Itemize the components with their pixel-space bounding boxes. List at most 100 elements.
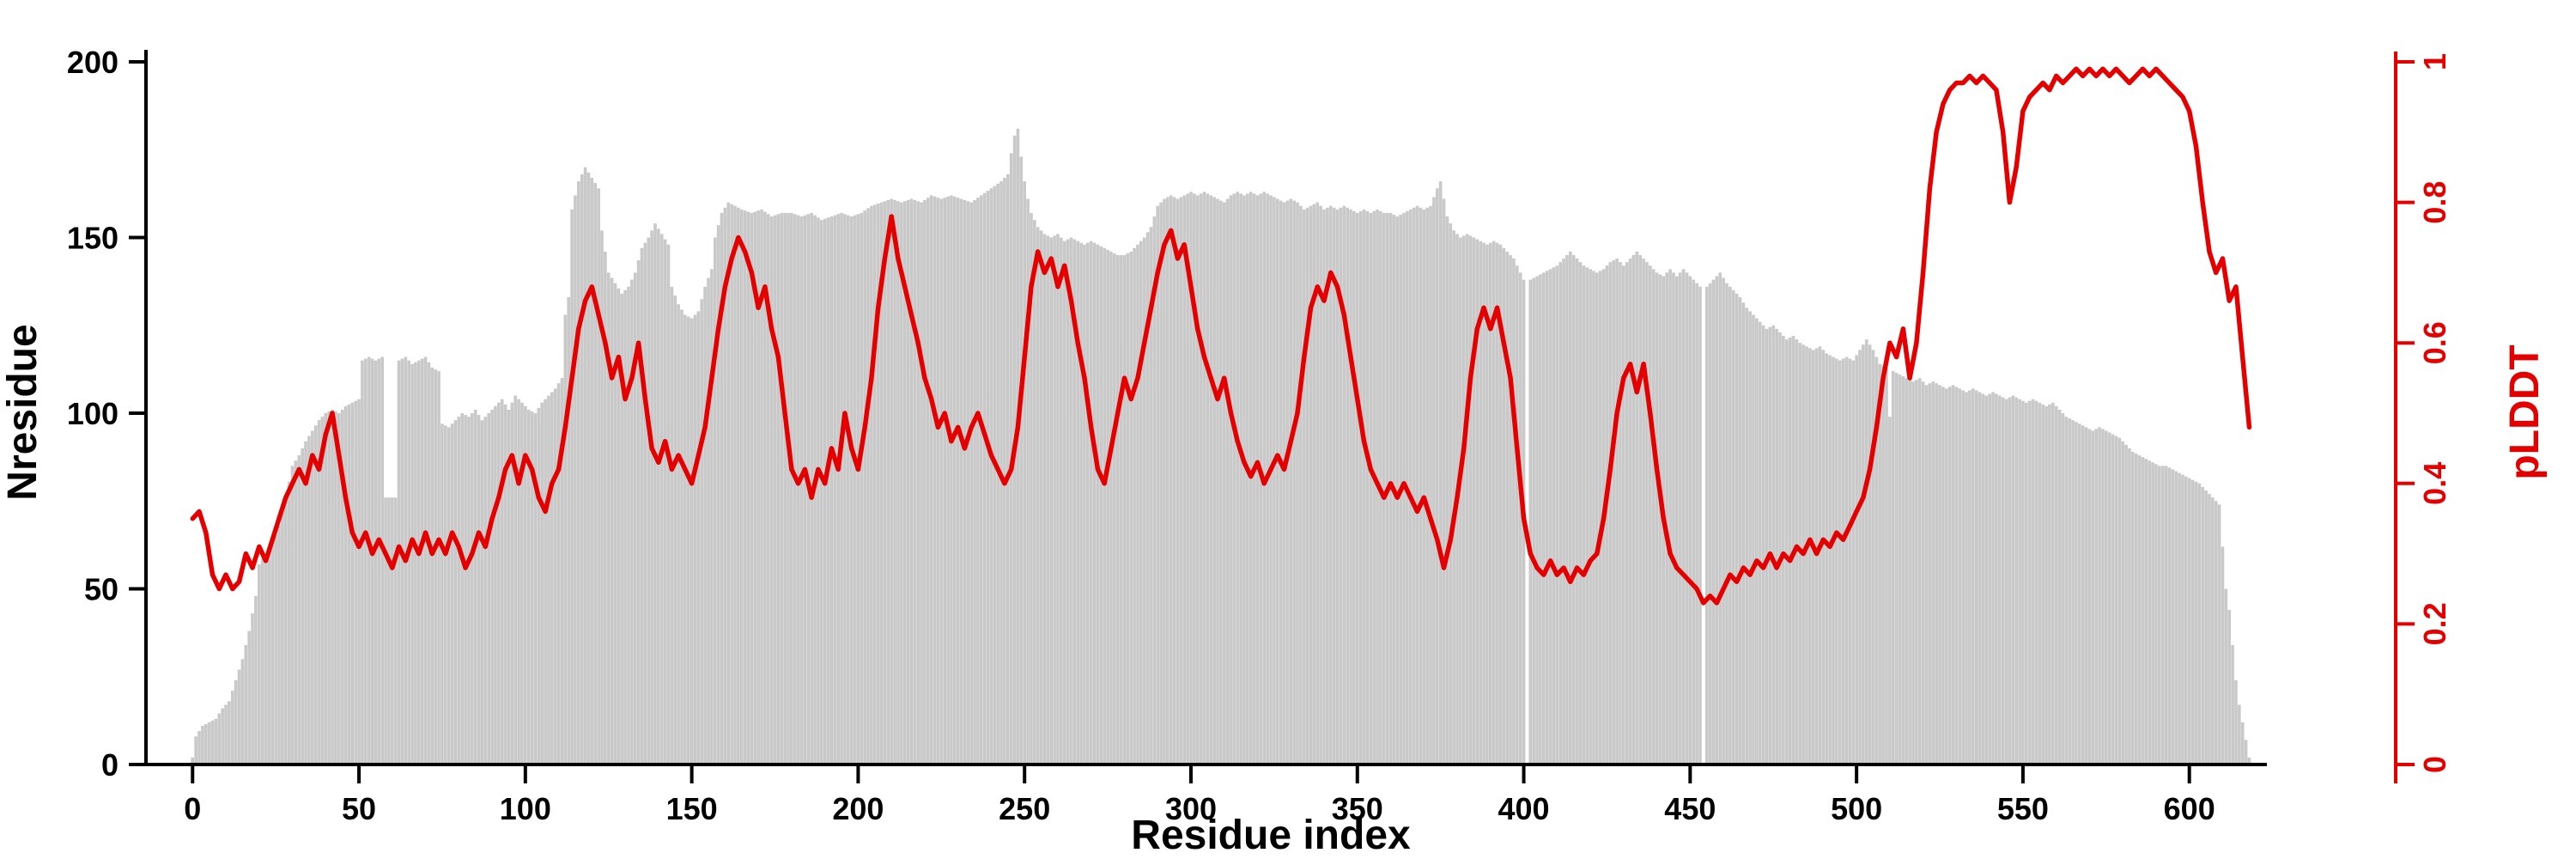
bar: [274, 534, 277, 765]
bar: [1495, 242, 1499, 765]
bar: [240, 659, 245, 765]
bar: [952, 196, 957, 765]
bar: [194, 736, 197, 765]
bar: [354, 400, 357, 765]
bar: [1658, 274, 1662, 765]
bar: [1911, 381, 1915, 765]
bar: [530, 411, 534, 765]
bar: [1835, 358, 1838, 765]
bar: [477, 415, 481, 765]
bar: [556, 383, 561, 765]
bar: [513, 395, 518, 765]
bar: [2107, 432, 2111, 765]
bar: [1419, 207, 1423, 765]
bar: [2208, 494, 2211, 765]
bar: [1598, 271, 1602, 765]
x-tick-label: 450: [1664, 791, 1716, 826]
bar: [1555, 265, 1559, 765]
x-tick-label: 600: [2164, 791, 2215, 826]
bar: [866, 208, 870, 765]
bar: [1917, 378, 1922, 765]
bar: [823, 218, 827, 765]
bar: [1728, 286, 1732, 765]
bar: [2011, 395, 2015, 765]
bar: [1352, 210, 1356, 765]
bar: [2064, 417, 2069, 765]
bar: [2190, 479, 2195, 765]
bar: [480, 420, 484, 765]
bar: [1738, 297, 1742, 765]
bar: [1981, 393, 1985, 765]
bar: [1605, 265, 1609, 765]
bar: [600, 230, 604, 765]
bar: [1425, 207, 1429, 765]
bar: [1638, 254, 1643, 765]
bar: [1003, 177, 1006, 765]
bar: [773, 215, 777, 765]
bar: [1115, 254, 1120, 765]
bar: [490, 409, 494, 765]
bar: [1755, 318, 1759, 765]
bar: [650, 230, 653, 765]
bar: [1665, 272, 1669, 765]
bar: [363, 358, 368, 765]
bar: [860, 212, 864, 765]
bar: [963, 199, 967, 765]
bar: [494, 405, 497, 765]
bar: [870, 205, 873, 765]
bar: [817, 217, 820, 765]
bar: [370, 358, 374, 765]
bar: [1129, 251, 1133, 765]
bar: [1828, 355, 1832, 765]
bar: [1273, 197, 1276, 765]
bar: [1711, 279, 1716, 765]
bar: [2068, 418, 2071, 765]
bar: [423, 356, 428, 765]
bar: [320, 417, 325, 765]
bar: [2014, 397, 2018, 765]
bar: [799, 216, 804, 765]
bar: [533, 413, 538, 765]
bar: [334, 411, 337, 765]
bar: [950, 195, 953, 765]
bar: [1312, 204, 1316, 765]
bar: [1062, 241, 1066, 765]
bar: [2214, 501, 2218, 765]
bar: [197, 731, 201, 765]
bar: [653, 223, 657, 765]
bar: [1548, 269, 1552, 765]
bar: [361, 360, 364, 765]
bar: [633, 272, 637, 765]
bar: [384, 497, 387, 765]
bar: [693, 314, 697, 765]
bar: [483, 417, 488, 765]
bar: [593, 183, 598, 765]
bar: [604, 251, 607, 765]
bar: [1725, 283, 1728, 765]
bar: [1299, 205, 1303, 765]
bar: [673, 295, 677, 765]
bar: [737, 207, 740, 765]
bar: [1748, 311, 1752, 765]
bar: [283, 497, 288, 765]
bar: [1778, 332, 1782, 765]
bar: [340, 409, 344, 765]
bar: [833, 215, 837, 765]
bar: [1655, 272, 1659, 765]
bar: [1558, 262, 1563, 765]
bar: [390, 497, 394, 765]
bar: [853, 215, 857, 765]
bar: [1442, 198, 1446, 765]
bar: [902, 201, 907, 765]
bar: [264, 553, 268, 765]
bar: [883, 201, 887, 765]
bar: [776, 214, 781, 765]
bar: [467, 417, 471, 765]
bar: [1242, 195, 1246, 765]
bar: [1832, 356, 1835, 765]
bar: [1412, 207, 1416, 765]
bar: [1229, 195, 1233, 765]
bar: [956, 198, 960, 765]
bar: [1056, 234, 1060, 765]
